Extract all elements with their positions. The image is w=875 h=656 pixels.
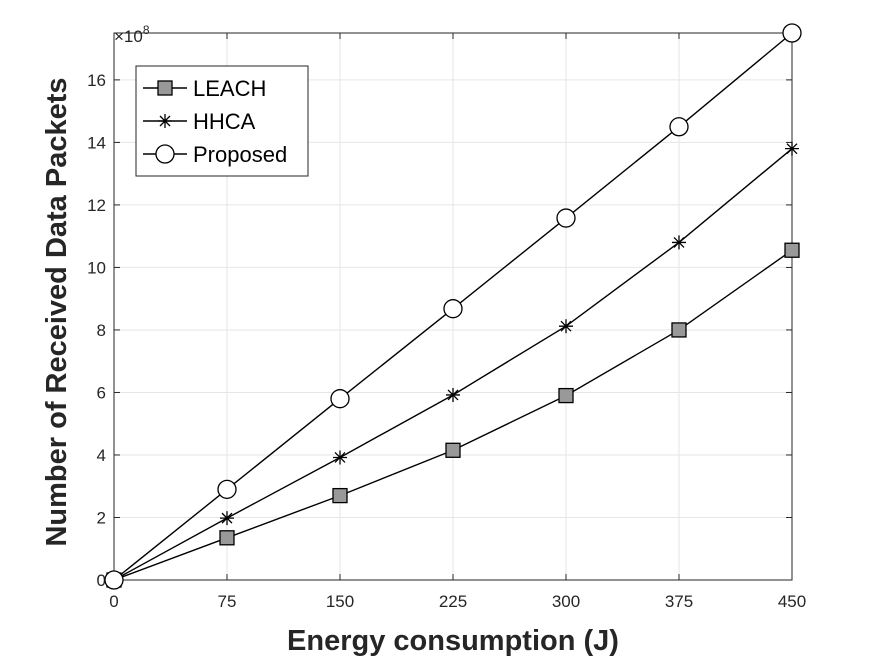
legend-label-leach: LEACH	[193, 76, 266, 101]
legend-item-hhca: HHCA	[143, 109, 256, 134]
data-point-hhca	[333, 450, 347, 465]
data-point-leach	[219, 530, 235, 546]
legend-marker-leach	[157, 80, 173, 96]
x-axis-title: Energy consumption (J)	[287, 625, 619, 656]
legend-item-proposed: Proposed	[143, 142, 287, 167]
data-point-proposed	[104, 570, 124, 590]
y-tick-label: 16	[87, 71, 106, 90]
y-tick-label: 12	[87, 196, 106, 215]
y-tick-label: 8	[97, 321, 106, 340]
data-point-hhca	[220, 511, 234, 526]
data-point-leach	[332, 487, 348, 504]
data-point-hhca	[785, 141, 799, 156]
data-point-leach	[784, 242, 800, 258]
legend: LEACH HHCA Proposed	[135, 65, 309, 177]
y-tick-label: 6	[97, 383, 106, 402]
x-tick-label: 300	[552, 592, 580, 611]
y-tick-label: 2	[97, 508, 106, 527]
x-tick-label: 375	[665, 592, 693, 611]
x-tick-label: 75	[218, 592, 237, 611]
data-point-proposed	[556, 208, 576, 228]
data-point-proposed	[330, 389, 350, 409]
data-point-hhca	[559, 319, 573, 334]
data-point-hhca	[672, 235, 686, 250]
data-point-leach	[558, 387, 574, 404]
x-tick-label: 450	[778, 592, 806, 611]
legend-item-leach: LEACH	[143, 76, 266, 101]
data-point-hhca	[446, 387, 460, 402]
y-multiplier-label: ×108	[114, 23, 150, 46]
legend-marker-proposed	[155, 144, 175, 164]
series-group	[104, 23, 802, 590]
data-point-proposed	[669, 117, 689, 137]
data-point-leach	[671, 322, 687, 338]
x-tick-label: 225	[439, 592, 467, 611]
legend-marker-hhca	[158, 114, 172, 128]
y-tick-label: 0	[97, 571, 106, 590]
axis-ticks: 0 75 150 225 300 375 450 0 2 4 6 8 10 12 14 16	[87, 33, 806, 611]
data-point-leach	[445, 442, 461, 458]
legend-label-proposed: Proposed	[193, 142, 287, 167]
y-tick-label: 10	[87, 258, 106, 277]
data-point-proposed	[782, 23, 802, 43]
x-tick-label: 0	[109, 592, 118, 611]
data-point-proposed	[217, 479, 237, 500]
legend-label-hhca: HHCA	[193, 109, 256, 134]
x-tick-label: 150	[326, 592, 354, 611]
y-tick-label: 4	[97, 446, 106, 465]
y-tick-label: 14	[87, 133, 106, 152]
y-axis-title: Number of Received Data Packets	[41, 77, 73, 546]
data-point-proposed	[443, 299, 463, 319]
series-proposed	[104, 23, 802, 590]
